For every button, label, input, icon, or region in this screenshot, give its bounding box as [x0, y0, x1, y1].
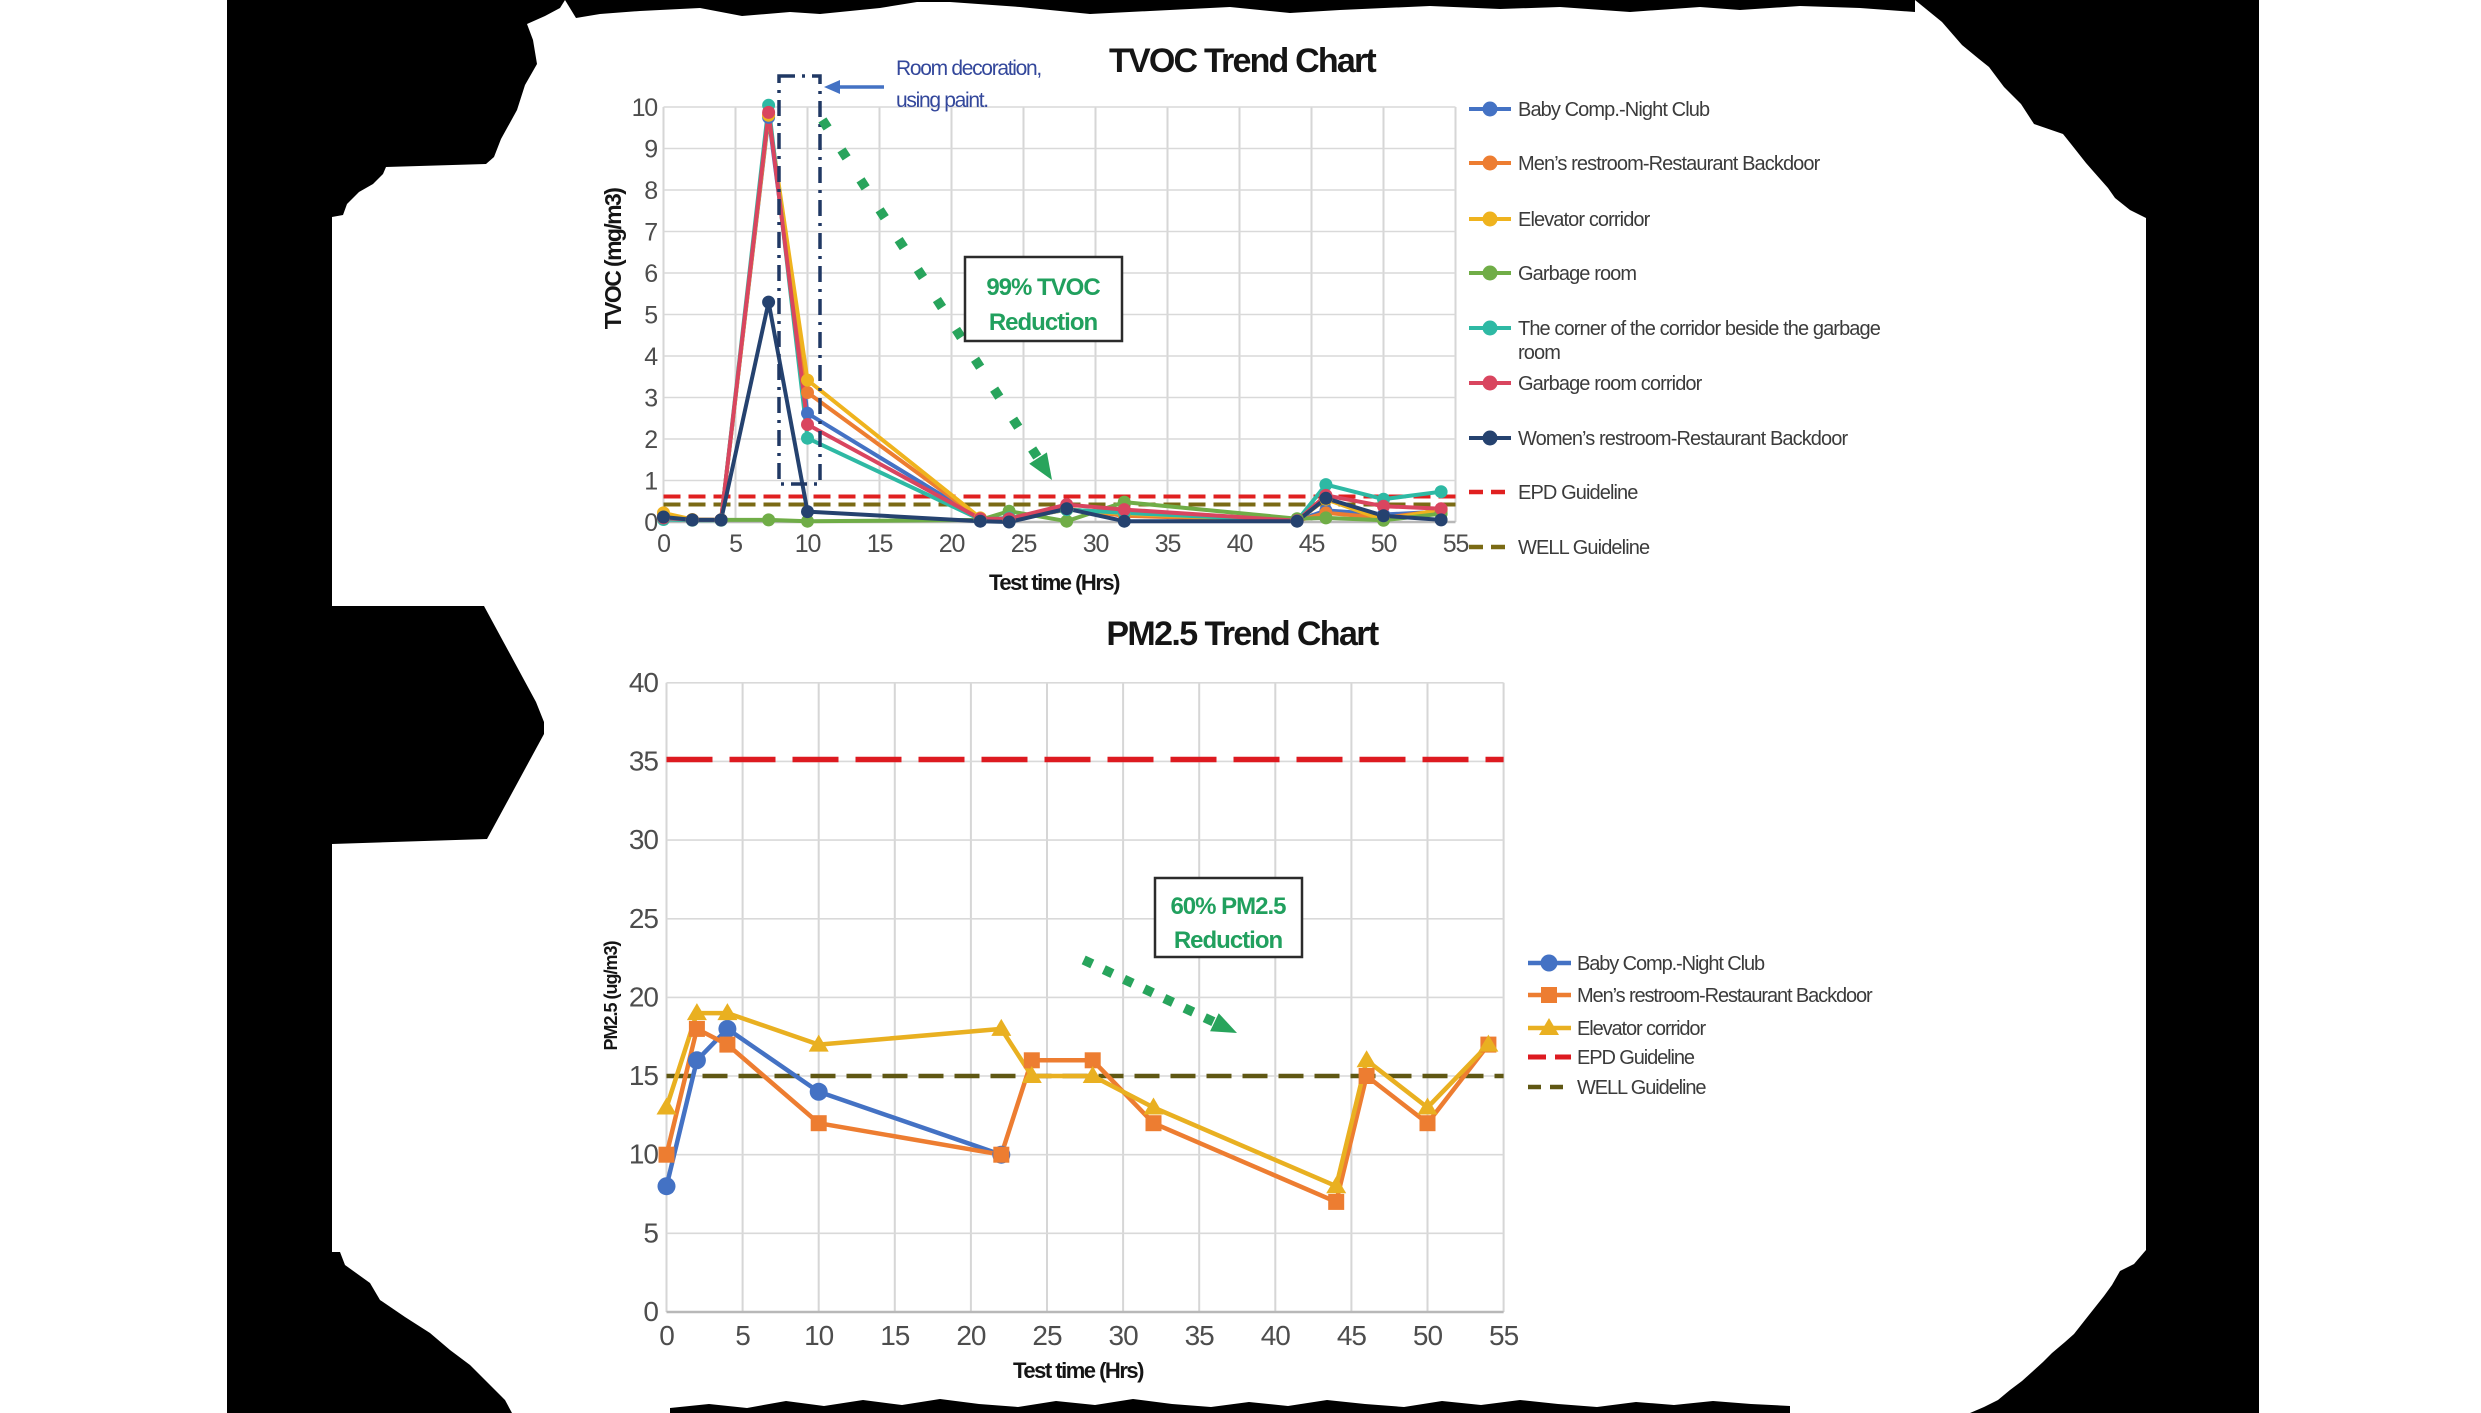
svg-text:Test time (Hrs): Test time (Hrs): [1013, 1358, 1144, 1383]
svg-text:5: 5: [644, 302, 657, 330]
svg-text:WELL Guideline: WELL Guideline: [1577, 1077, 1706, 1099]
svg-text:30: 30: [629, 824, 659, 855]
svg-text:0: 0: [644, 509, 657, 537]
svg-text:Men’s restroom-Restaurant Back: Men’s restroom-Restaurant Backdoor: [1577, 985, 1873, 1007]
svg-text:25: 25: [1011, 530, 1037, 558]
svg-text:50: 50: [1413, 1320, 1443, 1351]
svg-text:35: 35: [629, 745, 659, 776]
svg-text:Baby Comp.-Night Club: Baby Comp.-Night Club: [1577, 953, 1765, 975]
svg-text:60% PM2.5: 60% PM2.5: [1170, 893, 1286, 920]
svg-text:using paint.: using paint.: [896, 89, 988, 112]
svg-text:Test time (Hrs): Test time (Hrs): [989, 570, 1120, 595]
svg-text:30: 30: [1083, 530, 1109, 558]
svg-text:TVOC (mg/m3): TVOC (mg/m3): [600, 188, 626, 329]
svg-text:4: 4: [644, 343, 658, 371]
svg-text:PM2.5 (ug/m3): PM2.5 (ug/m3): [601, 940, 621, 1050]
svg-text:10: 10: [795, 530, 821, 558]
svg-text:40: 40: [1227, 530, 1253, 558]
svg-text:10: 10: [804, 1320, 834, 1351]
svg-text:Elevator corridor: Elevator corridor: [1577, 1018, 1706, 1040]
svg-text:0: 0: [643, 1296, 658, 1327]
svg-text:45: 45: [1299, 530, 1325, 558]
svg-text:30: 30: [1109, 1320, 1139, 1351]
svg-text:PM2.5 Trend Chart: PM2.5 Trend Chart: [1106, 615, 1379, 653]
svg-text:2: 2: [644, 426, 657, 454]
svg-text:The corner of the corridor bes: The corner of the corridor beside the ga…: [1518, 318, 1881, 340]
svg-text:5: 5: [729, 530, 742, 558]
svg-text:0: 0: [657, 530, 670, 558]
svg-text:3: 3: [644, 385, 657, 413]
svg-text:40: 40: [629, 667, 659, 698]
svg-text:Garbage room corridor: Garbage room corridor: [1518, 373, 1703, 395]
svg-text:35: 35: [1155, 530, 1181, 558]
svg-text:10: 10: [629, 1139, 659, 1170]
svg-text:20: 20: [939, 530, 965, 558]
svg-text:99% TVOC: 99% TVOC: [986, 274, 1100, 301]
svg-text:Room decoration,: Room decoration,: [896, 57, 1041, 80]
svg-text:9: 9: [644, 136, 657, 164]
svg-text:50: 50: [1371, 530, 1397, 558]
svg-text:10: 10: [632, 94, 658, 122]
svg-text:35: 35: [1185, 1320, 1215, 1351]
svg-text:room: room: [1518, 342, 1560, 364]
svg-text:25: 25: [1032, 1320, 1062, 1351]
svg-text:Elevator corridor: Elevator corridor: [1518, 209, 1651, 231]
svg-text:Men’s restroom-Restaurant Back: Men’s restroom-Restaurant Backdoor: [1518, 153, 1821, 175]
svg-text:8: 8: [644, 177, 657, 205]
svg-text:6: 6: [644, 260, 657, 288]
svg-text:55: 55: [1489, 1320, 1519, 1351]
svg-text:55: 55: [1443, 530, 1469, 558]
svg-text:TVOC Trend Chart: TVOC Trend Chart: [1109, 42, 1376, 80]
svg-text:5: 5: [643, 1217, 658, 1248]
svg-text:WELL Guideline: WELL Guideline: [1518, 537, 1650, 559]
svg-text:15: 15: [880, 1320, 910, 1351]
svg-text:40: 40: [1261, 1320, 1291, 1351]
svg-text:Reduction: Reduction: [989, 309, 1098, 336]
svg-text:1: 1: [644, 468, 657, 496]
svg-text:5: 5: [735, 1320, 750, 1351]
svg-text:Baby Comp.-Night Club: Baby Comp.-Night Club: [1518, 99, 1710, 121]
svg-text:20: 20: [629, 981, 659, 1012]
svg-text:15: 15: [867, 530, 893, 558]
svg-text:Reduction: Reduction: [1174, 927, 1283, 954]
svg-text:EPD Guideline: EPD Guideline: [1577, 1047, 1695, 1069]
svg-text:EPD Guideline: EPD Guideline: [1518, 482, 1638, 504]
svg-text:15: 15: [629, 1060, 659, 1091]
svg-text:Women’s restroom-Restaurant Ba: Women’s restroom-Restaurant Backdoor: [1518, 428, 1848, 450]
svg-text:7: 7: [644, 219, 657, 247]
svg-text:0: 0: [659, 1320, 674, 1351]
svg-text:20: 20: [956, 1320, 986, 1351]
svg-text:25: 25: [629, 903, 659, 934]
svg-text:45: 45: [1337, 1320, 1367, 1351]
svg-text:Garbage room: Garbage room: [1518, 263, 1636, 285]
